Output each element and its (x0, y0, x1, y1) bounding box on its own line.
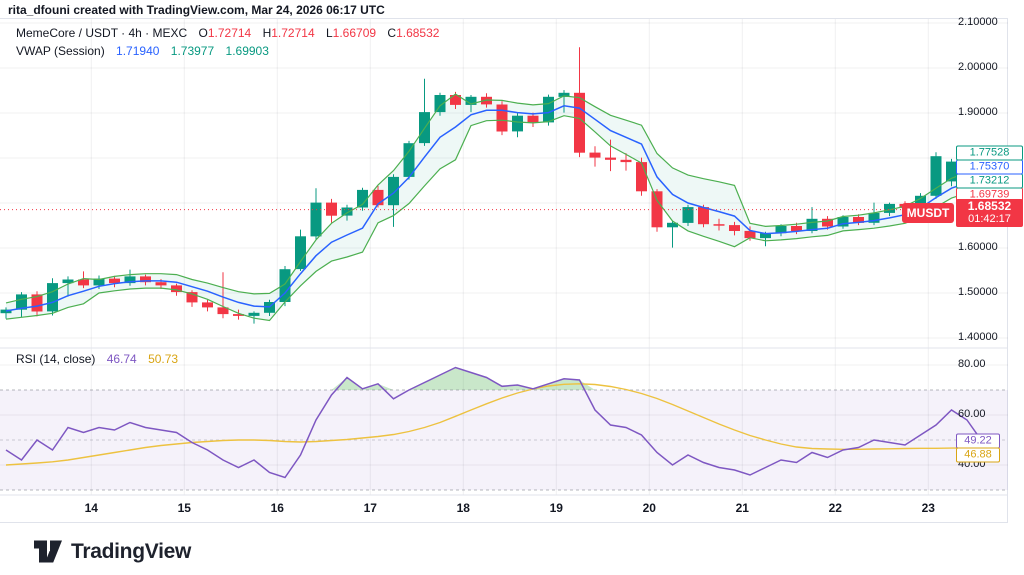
indicator-price-label: 1.75370 (956, 159, 1023, 175)
rsi-legend-row[interactable]: RSI (14, close) 46.74 50.73 (16, 352, 178, 366)
rsi-tick[interactable]: 60.00 (958, 408, 986, 420)
vwap-value: 1.71940 (116, 44, 160, 58)
ohlc-low-value: 1.66709 (332, 26, 377, 40)
indicator-price-label: 1.73212 (956, 173, 1023, 189)
indicator-price-label: 1.69739 (956, 187, 1023, 203)
symbol-legend-row[interactable]: MemeCore / USDT · 4h · MEXC O1.72714 H1.… (16, 24, 439, 42)
time-axis-label[interactable]: 15 (177, 501, 191, 515)
rsi-ma-value: 50.73 (148, 352, 179, 366)
indicator-price-label: 1.77528 (956, 145, 1023, 161)
vwap-upper-value: 1.73977 (170, 44, 215, 58)
price-tick[interactable]: 2.10000 (958, 16, 998, 28)
last-price-label: 1.68532 01:42:17 (956, 198, 1023, 227)
ohlc-open-value: 1.72714 (207, 26, 252, 40)
time-axis-label[interactable]: 23 (921, 501, 935, 515)
tradingview-logo-text: TradingView (71, 540, 192, 563)
rsi-label: RSI (14, close) (16, 352, 96, 366)
time-axis-label[interactable]: 20 (642, 501, 656, 515)
tradingview-logo[interactable]: TradingView (34, 540, 191, 564)
rsi-value-label: 49.22 (956, 433, 1000, 449)
ohlc-high-prefix: H (262, 26, 272, 40)
tradingview-logo-icon (34, 540, 62, 563)
ohlc-close-prefix: C (387, 26, 397, 40)
time-axis-label[interactable]: 14 (84, 501, 98, 515)
time-axis-label[interactable]: 19 (549, 501, 563, 515)
ohlc-close-value: 1.68532 (396, 26, 440, 40)
time-axis-label[interactable]: 22 (828, 501, 842, 515)
symbol-price-tag: MUSDT (902, 202, 954, 223)
symbol-title: MemeCore / USDT · 4h · MEXC (16, 26, 188, 40)
vwap-lower-value: 1.69903 (225, 44, 269, 58)
ohlc-high-value: 1.72714 (271, 26, 315, 40)
bar-countdown: 01:42:17 (968, 212, 1011, 225)
price-tick[interactable]: 1.40000 (958, 331, 998, 343)
rsi-value: 46.74 (106, 352, 137, 366)
ohlc-low-prefix: L (325, 26, 333, 40)
candlestick-rsi-plot[interactable] (0, 19, 1008, 524)
time-axis-label[interactable]: 18 (456, 501, 470, 515)
symbol-legend[interactable]: MemeCore / USDT · 4h · MEXC O1.72714 H1.… (16, 24, 439, 60)
price-tick[interactable]: 1.50000 (958, 286, 998, 298)
vwap-label: VWAP (Session) (16, 44, 105, 58)
price-tick[interactable]: 1.60000 (958, 241, 998, 253)
time-axis-label[interactable]: 21 (735, 501, 749, 515)
time-axis-label[interactable]: 16 (270, 501, 284, 515)
rsi-tick[interactable]: 80.00 (958, 358, 986, 370)
last-price-value: 1.68532 (967, 198, 1012, 213)
time-axis-label[interactable]: 17 (363, 501, 377, 515)
attribution-text: rita_dfouni created with TradingView.com… (8, 3, 385, 17)
rsi-value-label: 46.88 (956, 447, 1000, 463)
chart-area[interactable] (0, 18, 1008, 523)
price-tick[interactable]: 1.90000 (958, 106, 998, 118)
price-tick[interactable]: 2.00000 (958, 61, 998, 73)
vwap-legend-row[interactable]: VWAP (Session) 1.71940 1.73977 1.69903 (16, 42, 439, 60)
ohlc-open-prefix: O (198, 26, 208, 40)
